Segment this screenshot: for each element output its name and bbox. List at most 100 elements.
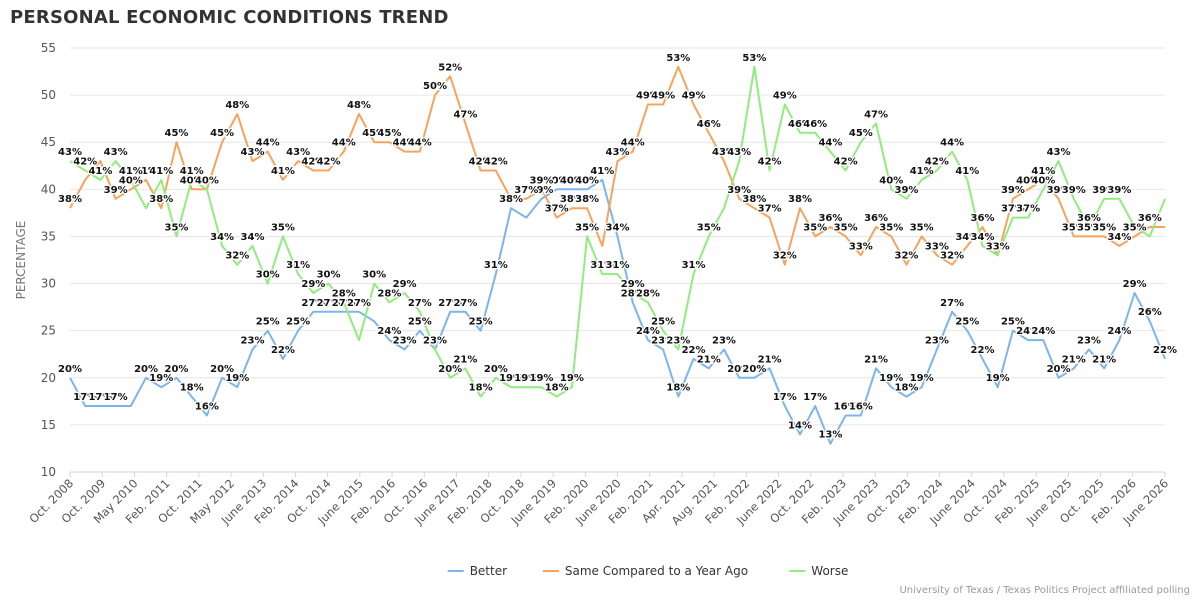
data-label: 20% (164, 364, 188, 375)
data-label: 48% (225, 100, 249, 111)
data-label: 19% (149, 373, 173, 384)
data-label: 44% (256, 138, 280, 149)
data-label: 23% (666, 336, 690, 347)
data-label: 29% (301, 279, 325, 290)
data-label: 47% (864, 109, 888, 120)
data-label: 43% (1047, 147, 1071, 158)
data-label: 41% (149, 166, 173, 177)
y-tick-label: 30 (41, 277, 56, 291)
data-label: 39% (1062, 185, 1086, 196)
data-label: 35% (164, 222, 188, 233)
data-label: 17% (803, 392, 827, 403)
data-label: 30% (256, 270, 280, 281)
data-label: 31% (286, 260, 310, 271)
data-label: 46% (788, 119, 812, 130)
data-label: 17% (88, 392, 112, 403)
data-label: 46% (803, 119, 827, 130)
data-label: 27% (317, 298, 341, 309)
data-label: 44% (621, 138, 645, 149)
data-label: 28% (621, 288, 645, 299)
data-label: 22% (1153, 345, 1177, 356)
data-label: 23% (925, 336, 949, 347)
data-label: 41% (119, 166, 143, 177)
data-label: 28% (332, 288, 356, 299)
data-label: 45% (164, 128, 188, 139)
data-label: 35% (575, 222, 599, 233)
data-label: 19% (560, 373, 584, 384)
data-label: 44% (393, 138, 417, 149)
data-label: 43% (104, 147, 128, 158)
data-label: 35% (1077, 222, 1101, 233)
data-label: 40% (575, 175, 599, 186)
data-label: 42% (317, 156, 341, 167)
data-label: 39% (104, 185, 128, 196)
data-label: 37% (1001, 204, 1025, 215)
data-label: 39% (529, 175, 553, 186)
data-label: 20% (438, 364, 462, 375)
data-label: 19% (225, 373, 249, 384)
data-label: 46% (697, 119, 721, 130)
data-label: 35% (271, 222, 295, 233)
data-label: 29% (621, 279, 645, 290)
data-label: 53% (742, 53, 766, 64)
data-label: 26% (1138, 307, 1162, 318)
data-label: 38% (575, 194, 599, 205)
data-label: 31% (606, 260, 630, 271)
data-label: 40% (195, 175, 219, 186)
data-label: 53% (666, 53, 690, 64)
y-tick-label: 50 (41, 88, 56, 102)
data-label: 45% (377, 128, 401, 139)
data-label: 27% (332, 298, 356, 309)
data-label: 33% (849, 241, 873, 252)
data-label: 23% (651, 336, 675, 347)
data-label: 28% (377, 288, 401, 299)
data-label: 23% (393, 336, 417, 347)
data-label: 35% (697, 222, 721, 233)
data-label: 14% (788, 420, 812, 431)
y-tick-label: 55 (41, 41, 56, 55)
y-tick-label: 45 (41, 135, 56, 149)
data-label: 34% (241, 232, 265, 243)
data-label: 16% (834, 401, 858, 412)
data-label: 41% (955, 166, 979, 177)
data-label: 27% (408, 298, 432, 309)
data-label: 37% (514, 185, 538, 196)
data-label: 23% (423, 336, 447, 347)
y-tick-label: 20 (41, 371, 56, 385)
data-label: 34% (606, 222, 630, 233)
data-label: 39% (529, 185, 553, 196)
data-label: 20% (134, 364, 158, 375)
data-label: 18% (545, 383, 569, 394)
data-label: 24% (636, 326, 660, 337)
data-label: 29% (1123, 279, 1147, 290)
data-label: 43% (286, 147, 310, 158)
data-label: 39% (1092, 185, 1116, 196)
data-label: 24% (1107, 326, 1131, 337)
data-label: 30% (317, 270, 341, 281)
series-line-worse (69, 65, 1166, 398)
source-credit: University of Texas / Texas Politics Pro… (899, 585, 1190, 596)
data-label: 41% (271, 166, 295, 177)
data-label: 39% (727, 185, 751, 196)
data-label: 13% (818, 430, 842, 441)
y-tick-label: 40 (41, 182, 56, 196)
data-label: 34% (210, 232, 234, 243)
data-label: 52% (438, 62, 462, 73)
data-label: 43% (58, 147, 82, 158)
data-label: 38% (58, 194, 82, 205)
y-tick-label: 10 (41, 465, 56, 479)
data-label: 25% (651, 317, 675, 328)
data-label: 41% (88, 166, 112, 177)
data-label: 34% (955, 232, 979, 243)
data-label: 20% (484, 364, 508, 375)
data-label: 21% (864, 354, 888, 365)
data-label: 23% (712, 336, 736, 347)
data-label: 23% (423, 336, 447, 347)
data-label: 19% (514, 373, 538, 384)
data-label: 36% (971, 213, 995, 224)
data-label: 23% (1077, 336, 1101, 347)
data-label: 25% (256, 317, 280, 328)
data-label: 21% (1062, 354, 1086, 365)
data-label: 17% (773, 392, 797, 403)
